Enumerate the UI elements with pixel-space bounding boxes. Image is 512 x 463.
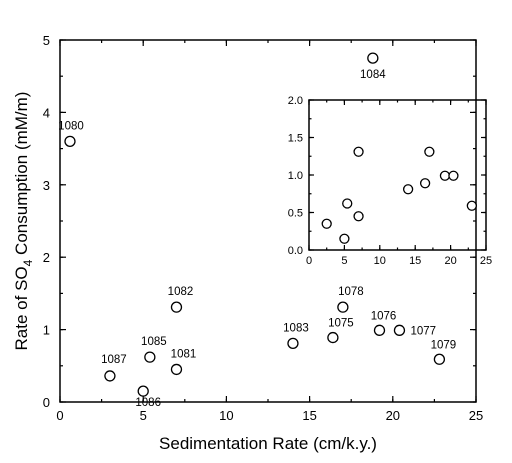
inset-y-tick-label: 1.0 [288, 170, 303, 182]
y-tick-label: 2 [43, 250, 50, 265]
inset-plot-frame [308, 99, 487, 251]
inset-y-tick-label: 1.5 [288, 133, 303, 145]
data-point-1083 [287, 337, 299, 350]
inset-data-point-1 [339, 233, 350, 244]
inset-x-tick-label: 0 [306, 255, 312, 267]
data-point-1081 [170, 363, 183, 376]
data-point-1085 [144, 351, 156, 363]
inset-x-tick-label: 15 [409, 255, 421, 267]
y-tick-label: 1 [43, 323, 50, 338]
y-axis-label: Rate of SO4 Consumption (mM/m) [12, 92, 35, 351]
data-point-1075 [327, 331, 339, 344]
data-point-1087 [104, 370, 116, 382]
inset-data-point-8 [439, 170, 451, 181]
inset-data-point-4 [353, 146, 364, 157]
inset-y-tick-label: 0.0 [288, 245, 303, 257]
inset-data-point-0 [321, 218, 332, 229]
data-point-1076 [373, 324, 386, 336]
point-label-1078: 1078 [338, 286, 364, 298]
data-point-1080 [64, 135, 76, 148]
x-tick-label: 25 [469, 408, 483, 423]
inset-x-tick-label: 5 [341, 255, 347, 267]
point-label-1079: 1079 [431, 339, 457, 351]
inset-x-tick-label: 20 [444, 255, 456, 267]
point-label-1083: 1083 [283, 322, 309, 334]
x-axis-label: Sedimentation Rate (cm/k.y.) [159, 434, 377, 453]
inset-y-tick-label: 0.5 [288, 208, 303, 220]
inset-x-tick-label: 10 [374, 255, 386, 267]
inset-data-point-2 [342, 198, 353, 209]
main-plot-frame [59, 39, 477, 403]
x-tick-label: 15 [302, 408, 316, 423]
inset-data-point-7 [424, 146, 435, 157]
point-label-1086: 1086 [135, 397, 161, 409]
inset-data-point-5 [402, 184, 414, 195]
y-tick-label: 0 [43, 395, 50, 410]
point-label-1087: 1087 [101, 354, 127, 366]
inset-x-tick-label: 25 [480, 255, 492, 267]
main-plot: 0 5 10 15 20 25 0 1 2 3 4 5 Sedimentation Rate (cm/k… [12, 33, 483, 453]
x-tick-label: 20 [386, 408, 400, 423]
x-tick-label: 0 [56, 408, 63, 423]
inset-data-point-9 [448, 170, 459, 181]
y-tick-label: 5 [43, 33, 50, 48]
inset-y-tick-label: 2.0 [288, 95, 303, 107]
data-point-1079 [433, 353, 446, 365]
data-point-1084 [367, 52, 379, 64]
inset-plot: 0 5 10 15 20 25 0.0 0.5 1.0 1.5 2.0 [288, 95, 492, 267]
point-label-1081: 1081 [171, 348, 197, 360]
point-label-1076: 1076 [371, 310, 397, 322]
point-label-1075: 1075 [328, 318, 354, 330]
point-label-1080: 1080 [58, 120, 84, 132]
x-tick-label: 10 [219, 408, 233, 423]
inset-data-point-10 [466, 200, 477, 211]
point-label-1077: 1077 [410, 325, 436, 337]
inset-data-point-3 [353, 211, 364, 222]
data-point-1078 [337, 301, 349, 313]
inset-data-point-6 [419, 178, 431, 189]
x-tick-label: 5 [140, 408, 147, 423]
y-tick-label: 4 [43, 105, 50, 120]
data-point-1077 [393, 324, 406, 336]
point-label-1082: 1082 [168, 286, 194, 298]
y-tick-label: 3 [43, 178, 50, 193]
point-label-1085: 1085 [141, 336, 167, 348]
data-point-1086 [137, 385, 149, 397]
data-point-1082 [170, 301, 183, 313]
point-label-1084: 1084 [360, 69, 386, 81]
